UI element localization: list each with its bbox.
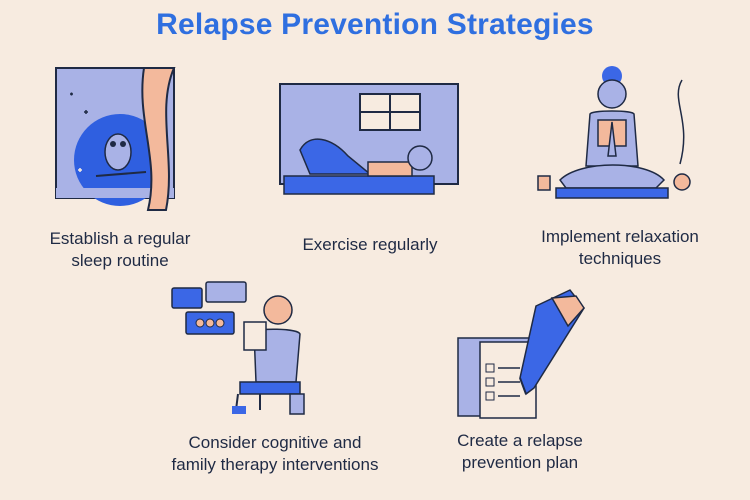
plan-pencil-icon: [457, 289, 585, 419]
strategy-caption: Implement relaxation techniques: [541, 227, 699, 268]
therapy-icon: [171, 281, 305, 415]
owl-night-window-icon: [55, 67, 176, 211]
strategy-plan: Create a relapse prevention plan: [430, 282, 620, 482]
strategy-therapy: Consider cognitive and family therapy in…: [160, 281, 400, 482]
exercise-icon: [279, 83, 459, 195]
strategy-relaxation: Implement relaxation techniques: [530, 60, 710, 280]
strategy-caption: Establish a regular sleep routine: [49, 229, 191, 270]
strategy-caption: Create a relapse prevention plan: [457, 431, 583, 472]
strategy-sleep: Establish a regular sleep routine: [40, 60, 210, 280]
strategy-exercise: Exercise regularly: [270, 80, 470, 280]
strategy-caption: Consider cognitive and family therapy in…: [171, 433, 379, 474]
page-title: Relapse Prevention Strategies: [156, 8, 594, 41]
meditation-icon: [537, 66, 691, 199]
strategy-caption: Exercise regularly: [302, 235, 438, 254]
